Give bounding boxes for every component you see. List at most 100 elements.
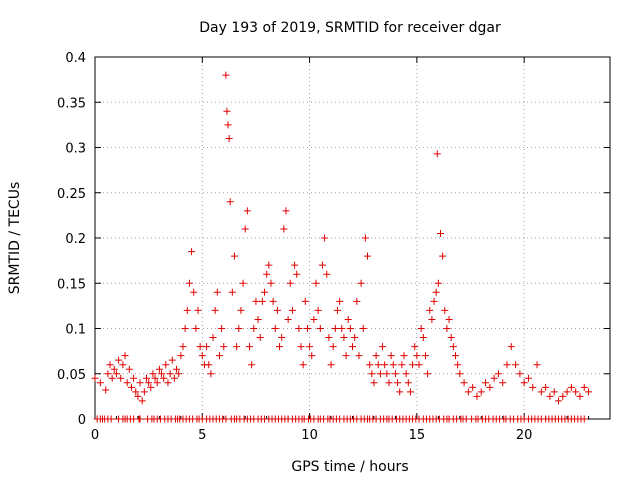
data-point	[355, 352, 363, 360]
data-point	[286, 279, 294, 287]
data-point	[359, 325, 367, 332]
data-point	[291, 261, 299, 269]
data-point	[136, 379, 144, 387]
data-point	[173, 365, 181, 373]
data-point	[112, 370, 120, 378]
data-point	[207, 370, 215, 378]
data-point	[351, 334, 359, 342]
data-point	[310, 315, 318, 323]
data-point	[306, 343, 314, 351]
data-point	[494, 370, 502, 378]
data-point	[503, 361, 511, 369]
data-point	[106, 361, 114, 369]
data-point	[456, 370, 464, 378]
data-point	[537, 388, 545, 396]
data-point	[284, 315, 292, 323]
data-point	[213, 288, 221, 296]
data-point	[353, 297, 361, 305]
data-point	[143, 374, 150, 382]
data-point	[372, 352, 380, 360]
data-point	[243, 207, 251, 215]
data-point	[297, 343, 305, 351]
data-point	[220, 343, 228, 351]
data-point	[265, 261, 273, 269]
data-point	[153, 379, 161, 387]
data-point	[366, 361, 374, 369]
data-point	[361, 234, 369, 242]
data-point	[329, 343, 337, 351]
data-point	[327, 361, 335, 369]
data-point	[533, 361, 541, 369]
data-point	[151, 374, 159, 382]
data-point	[233, 343, 241, 351]
x-tick-label: 20	[516, 428, 533, 443]
plot-frame	[94, 56, 611, 420]
data-point	[271, 325, 279, 332]
data-point	[308, 352, 316, 360]
data-point	[218, 325, 226, 332]
data-point	[121, 352, 129, 360]
data-point	[524, 374, 532, 382]
data-point	[110, 365, 118, 373]
data-point	[396, 388, 404, 396]
data-point	[439, 252, 447, 260]
data-point	[370, 379, 378, 387]
x-tick-label: 5	[198, 428, 206, 443]
data-point	[346, 325, 354, 332]
data-point	[338, 325, 346, 332]
data-point	[567, 383, 575, 391]
data-point	[321, 234, 329, 242]
data-point	[107, 415, 115, 423]
data-point	[222, 71, 230, 79]
data-point	[280, 225, 288, 233]
data-point	[585, 388, 593, 396]
data-point	[158, 370, 166, 378]
y-tick-label: 0.4	[65, 51, 86, 66]
data-point	[312, 279, 320, 287]
grid-lines	[95, 57, 610, 419]
data-point	[177, 352, 185, 360]
data-point	[432, 288, 440, 296]
data-point	[469, 383, 477, 391]
data-point	[132, 388, 140, 396]
data-point	[464, 388, 472, 396]
data-point	[325, 334, 333, 342]
data-point	[507, 343, 515, 351]
data-point	[559, 392, 567, 400]
data-point	[357, 279, 365, 287]
data-point	[235, 325, 243, 332]
data-point	[147, 383, 155, 391]
data-point	[314, 306, 322, 314]
data-point	[336, 297, 344, 305]
data-point	[140, 388, 148, 396]
data-point	[512, 361, 520, 369]
data-point	[230, 252, 238, 260]
data-point	[434, 279, 442, 287]
data-point	[447, 334, 455, 342]
data-point	[550, 388, 558, 396]
data-point	[473, 392, 481, 400]
data-point	[149, 370, 157, 378]
data-point	[166, 370, 174, 378]
data-point	[436, 229, 444, 237]
data-point	[250, 325, 258, 332]
data-point	[188, 248, 196, 256]
data-point	[205, 361, 213, 369]
data-point	[379, 343, 387, 351]
data-point	[192, 325, 200, 332]
data-point	[136, 415, 144, 423]
data-point	[402, 370, 410, 378]
data-point	[269, 297, 277, 305]
data-point	[452, 352, 459, 360]
data-point	[273, 306, 281, 314]
data-point	[237, 306, 245, 314]
chart-title: Day 193 of 2019, SRMTID for receiver dga…	[199, 20, 501, 36]
data-point	[454, 361, 462, 369]
data-point	[155, 365, 163, 373]
data-point	[226, 198, 234, 206]
data-point	[190, 288, 198, 296]
data-point	[198, 352, 206, 360]
data-point	[580, 415, 588, 423]
data-point	[183, 306, 191, 314]
data-point	[261, 288, 269, 296]
